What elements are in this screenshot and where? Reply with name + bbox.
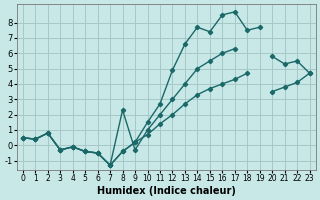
X-axis label: Humidex (Indice chaleur): Humidex (Indice chaleur) [97, 186, 236, 196]
